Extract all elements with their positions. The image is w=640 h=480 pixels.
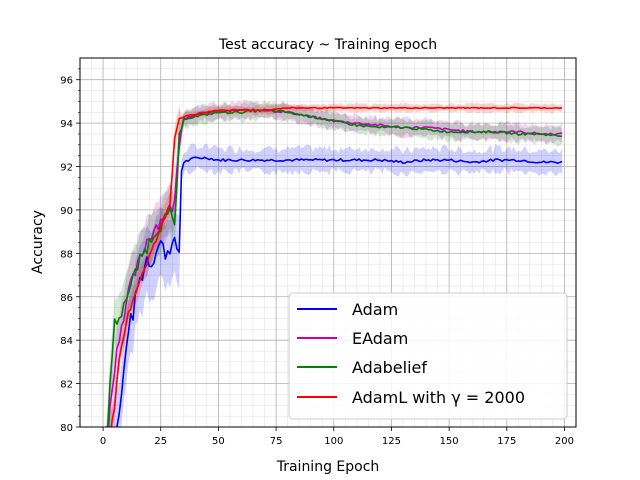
chart-title: Test accuracy ~ Training epoch [218,37,437,53]
y-tick-label: 96 [60,76,73,87]
legend-item-adabelief: Adabelief [297,358,427,377]
y-tick-label: 88 [60,249,73,260]
y-tick-label: 90 [60,206,73,217]
series-line-2 [106,108,563,427]
legend: Adam EAdam Adabelief AdamL with γ = 2000 [288,292,568,420]
x-tick-label: 100 [324,436,343,447]
x-tick-label: 200 [555,436,574,447]
x-tick-label: 0 [100,436,106,447]
y-tick-label: 94 [60,119,73,130]
legend-item-adam: Adam [297,300,398,319]
x-tick-label: 175 [497,436,516,447]
x-tick-label: 125 [382,436,401,447]
series-lines [106,106,563,427]
y-tick-label: 86 [60,293,73,304]
axis-ticks: 0 25 50 75 100 125 150 175 200 80 82 84 86 88 90 92 94 96 [60,68,574,447]
legend-item-eadam: EAdam [297,329,408,348]
x-tick-label: 50 [212,436,225,447]
x-tick-label: 75 [270,436,283,447]
legend-item-adaml: AdamL with γ = 2000 [297,388,525,407]
legend-label-eadam: EAdam [352,329,408,348]
legend-label-adam: Adam [352,300,398,319]
y-tick-label: 92 [60,163,73,174]
y-tick-label: 84 [60,336,73,347]
legend-box [288,292,568,420]
legend-label-adabelief: Adabelief [352,358,427,377]
x-tick-label: 25 [154,436,167,447]
y-tick-label: 82 [60,380,73,391]
x-axis-title: Training Epoch [276,459,380,475]
x-tick-label: 150 [440,436,459,447]
y-axis-title: Accuracy [30,210,46,274]
y-tick-label: 80 [60,423,73,434]
series-line-0 [115,156,563,427]
series-line-3 [110,106,563,427]
legend-label-adaml: AdamL with γ = 2000 [352,388,525,407]
